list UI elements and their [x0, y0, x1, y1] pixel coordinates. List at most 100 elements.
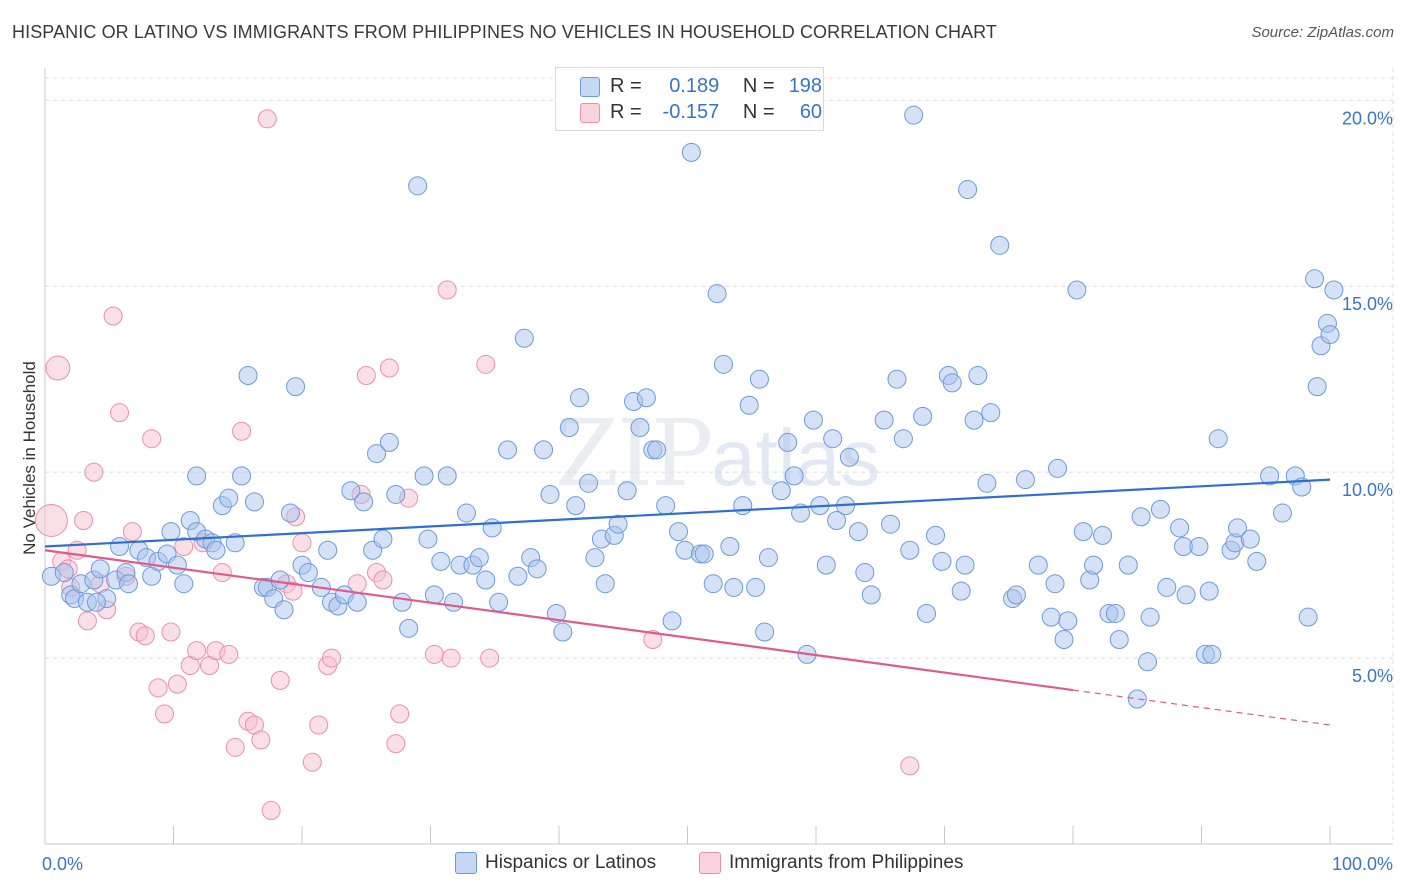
blue-data-point: [1140, 607, 1160, 627]
pink-data-point: [174, 537, 194, 557]
blue-data-point: [848, 522, 868, 542]
blue-data-point: [1320, 325, 1340, 345]
pink-data-point: [225, 737, 245, 757]
blue-data-point: [1084, 555, 1104, 575]
blue-data-point: [681, 142, 701, 162]
blue-data-point: [566, 496, 586, 516]
blue-data-point: [803, 410, 823, 430]
blue-data-point: [713, 354, 733, 374]
blue-data-point: [386, 484, 406, 504]
legend-label: Immigrants from Philippines: [729, 852, 964, 873]
series-legend: Hispanics or Latinos Immigrants from Phi…: [0, 852, 1406, 878]
blue-data-point: [1324, 280, 1344, 300]
blue-data-point: [431, 551, 451, 571]
blue-data-point: [1045, 574, 1065, 594]
blue-data-point: [579, 473, 599, 493]
pink-data-point: [74, 510, 94, 530]
x-tick-label: 100.0%: [1332, 854, 1393, 874]
y-tick-label: 10.0%: [1342, 480, 1393, 500]
pink-swatch: [580, 102, 600, 123]
blue-data-point: [746, 577, 766, 597]
pink-data-point: [103, 306, 123, 326]
pink-data-point: [283, 581, 303, 601]
blue-data-point: [1150, 499, 1170, 519]
blue-data-point: [913, 406, 933, 426]
blue-data-point: [595, 574, 615, 594]
blue-data-point: [570, 388, 590, 408]
blue-data-point: [958, 180, 978, 200]
blue-swatch: [455, 852, 477, 874]
blue-data-point: [482, 518, 502, 538]
blue-data-point: [514, 328, 534, 348]
blue-data-point: [1054, 629, 1074, 649]
blue-data-point: [437, 466, 457, 486]
blue-data-point: [917, 603, 937, 623]
blue-data-point: [86, 592, 106, 612]
blue-data-point: [1105, 603, 1125, 623]
pink-data-point: [441, 648, 461, 668]
blue-data-point: [286, 377, 306, 397]
blue-data-point: [656, 496, 676, 516]
r-value: -0.157: [662, 101, 720, 124]
blue-data-point: [456, 503, 476, 523]
pink-data-point: [356, 365, 376, 385]
blue-data-point: [373, 529, 393, 549]
blue-data-point: [379, 432, 399, 452]
pink-data-point: [84, 462, 104, 482]
blue-data-point: [585, 548, 605, 568]
pink-series-points: [34, 109, 920, 821]
blue-data-point: [119, 574, 139, 594]
blue-data-point: [791, 503, 811, 523]
blue-trend-line: [44, 478, 1331, 548]
blue-data-point: [784, 466, 804, 486]
blue-data-point: [617, 481, 637, 501]
blue-data-point: [855, 563, 875, 583]
blue-data-point: [392, 592, 412, 612]
n-value: 60: [799, 101, 823, 124]
blue-data-point: [669, 522, 689, 542]
pink-data-point: [379, 358, 399, 378]
legend-row-pink: R = -0.157 N = 60: [580, 101, 822, 125]
pink-data-point: [122, 522, 142, 542]
blue-data-point: [1131, 507, 1151, 527]
blue-data-point: [1247, 551, 1267, 571]
blue-data-point: [1041, 607, 1061, 627]
blue-data-point: [1118, 555, 1138, 575]
blue-data-point: [881, 514, 901, 534]
blue-data-point: [559, 418, 579, 438]
pink-data-point: [77, 611, 97, 631]
blue-data-point: [367, 444, 387, 464]
pink-data-point: [476, 354, 496, 374]
pink-data-point: [161, 622, 181, 642]
blue-data-point: [1015, 470, 1035, 490]
pink-data-point: [142, 429, 162, 449]
blue-data-point: [733, 496, 753, 516]
blue-data-point: [893, 429, 913, 449]
blue-data-point: [739, 395, 759, 415]
blue-data-point: [219, 488, 239, 508]
blue-data-point: [839, 447, 859, 467]
blue-data-point: [527, 559, 547, 579]
blue-data-point: [341, 481, 361, 501]
blue-data-point: [647, 440, 667, 460]
blue-data-point: [546, 603, 566, 623]
blue-data-point: [1202, 644, 1222, 664]
blue-data-point: [244, 492, 264, 512]
blue-data-point: [347, 592, 367, 612]
y-tick-label: 15.0%: [1342, 294, 1393, 314]
pink-data-point: [900, 756, 920, 776]
blue-data-point: [508, 566, 528, 586]
blue-data-point: [1227, 518, 1247, 538]
n-label: N =: [742, 101, 775, 124]
blue-data-point: [694, 544, 714, 564]
blue-data-point: [964, 410, 984, 430]
blue-data-point: [1305, 269, 1325, 289]
pink-data-point: [148, 678, 168, 698]
pink-data-point: [424, 644, 444, 664]
blue-data-point: [932, 551, 952, 571]
blue-data-point: [942, 373, 962, 393]
blue-data-point: [749, 369, 769, 389]
legend-item-philippines: Immigrants from Philippines: [699, 852, 963, 874]
r-label: R =: [610, 75, 642, 98]
pink-data-point: [270, 670, 290, 690]
